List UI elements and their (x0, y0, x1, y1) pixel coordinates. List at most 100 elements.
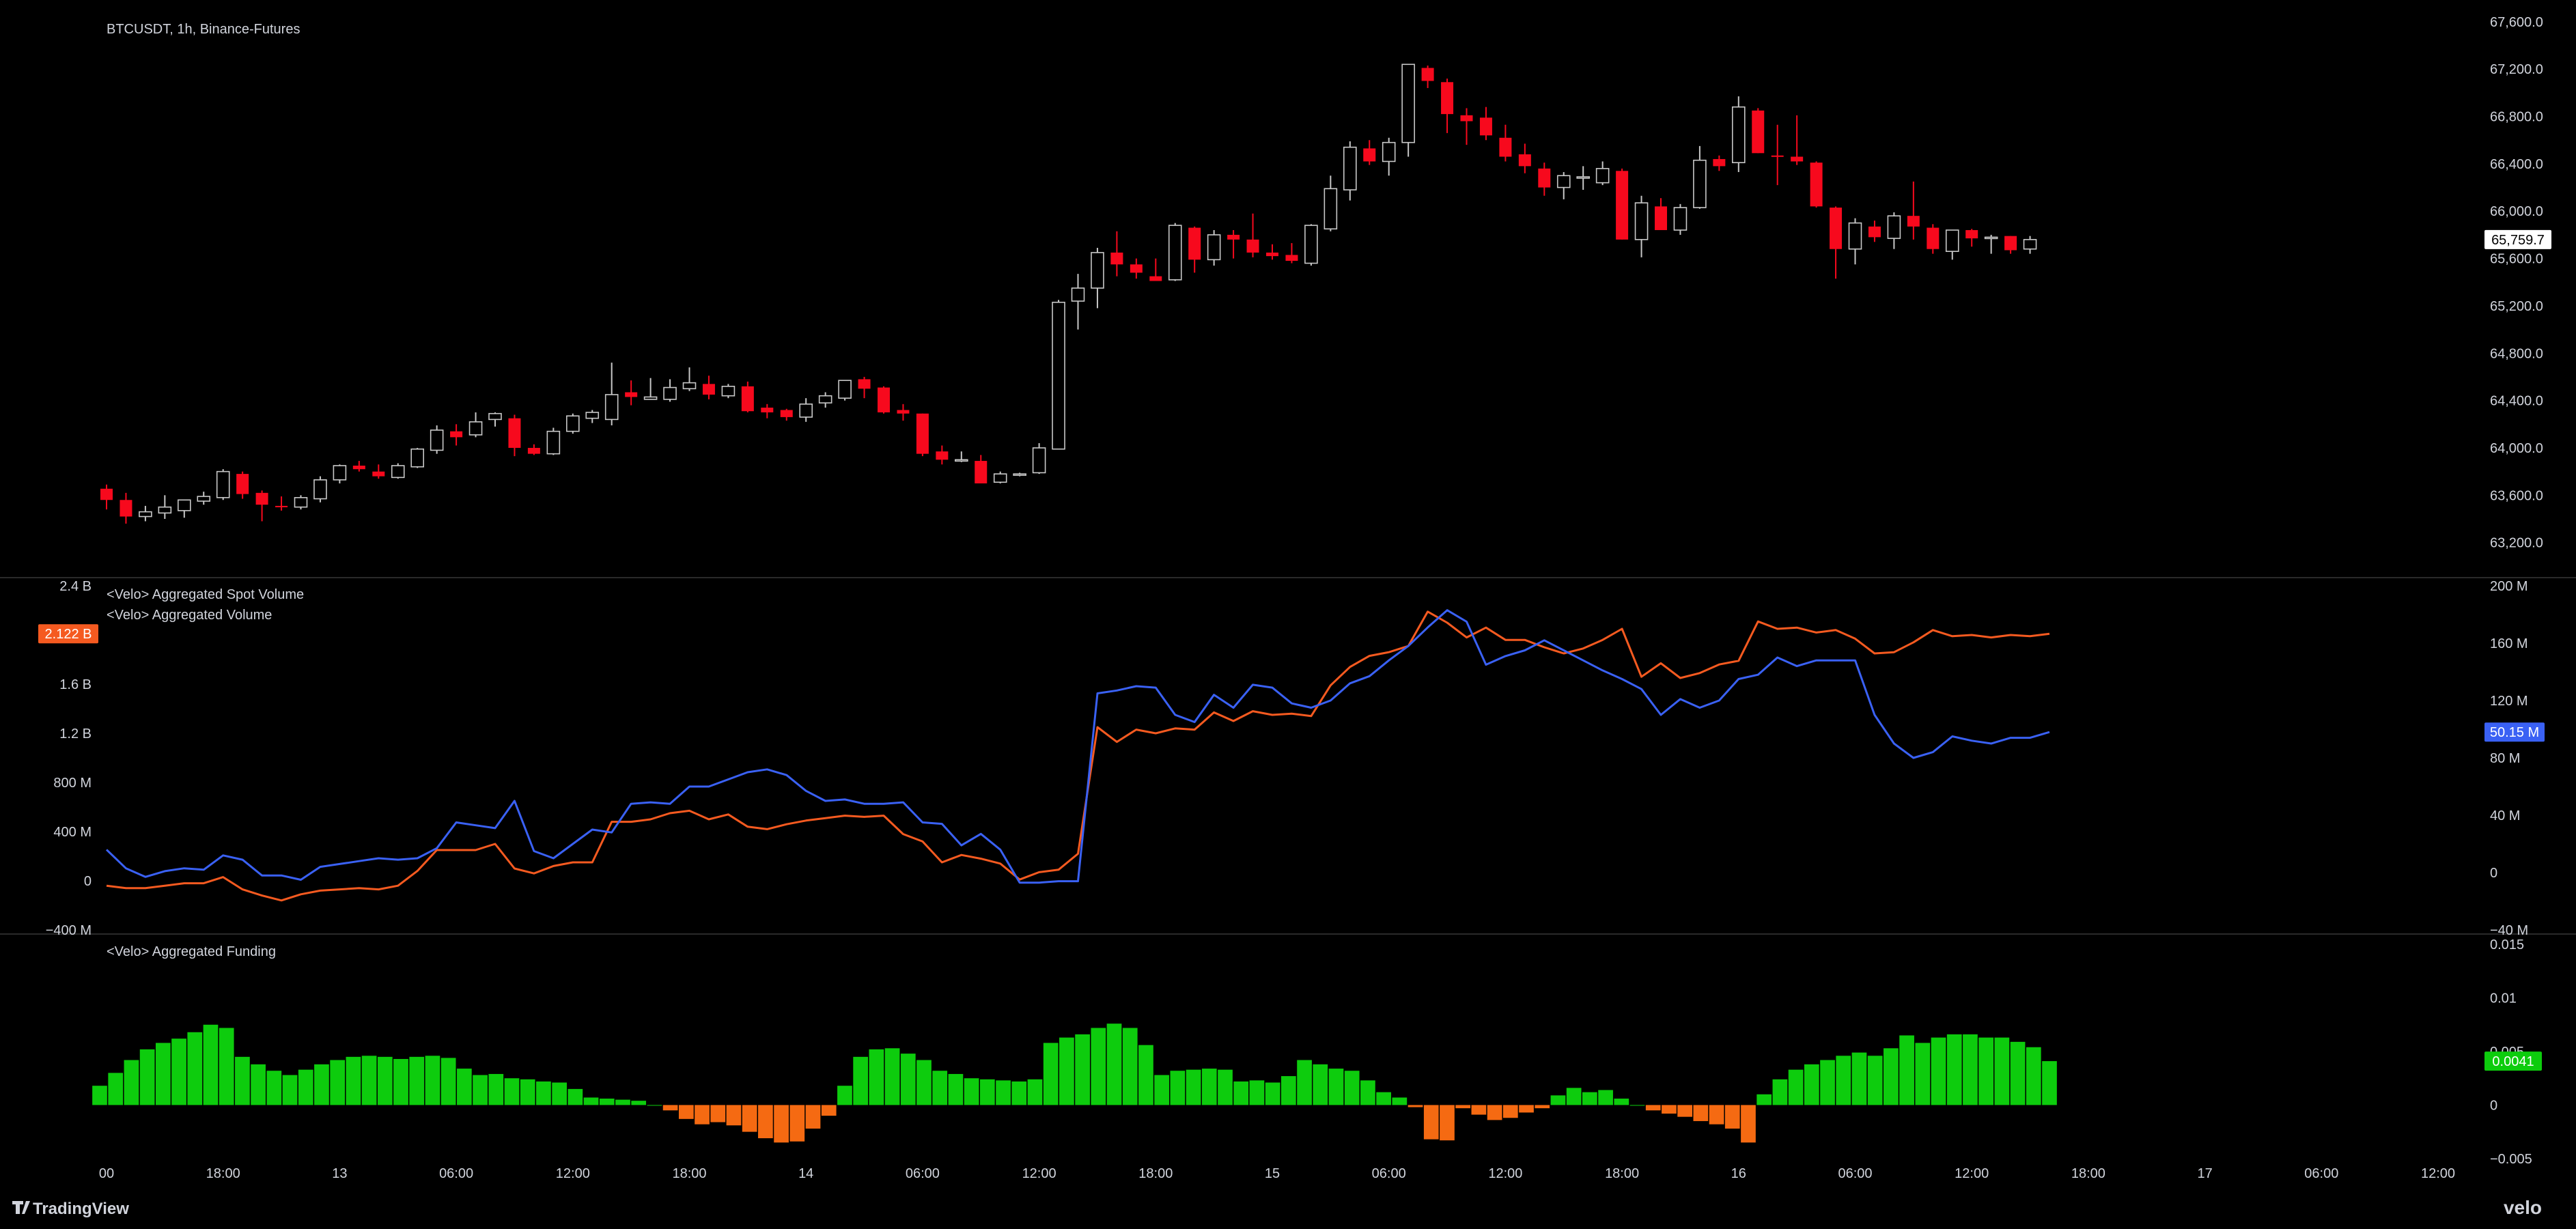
spot-volume-line (105, 609, 2050, 884)
funding-bar (774, 1105, 789, 1143)
time-axis-label: 18:00 (206, 1166, 240, 1181)
candle-body (1110, 252, 1123, 265)
time-axis-label: 06:00 (906, 1166, 940, 1181)
funding-bar (1963, 1034, 1978, 1105)
time-axis-label: 14 (798, 1166, 813, 1181)
funding-axis-label: 0 (2490, 1098, 2497, 1113)
candle-body (1791, 156, 1804, 162)
price-axis-label: 63,600.0 (2490, 488, 2543, 503)
funding-bar (203, 1024, 219, 1105)
price-axis-label: 67,200.0 (2490, 62, 2543, 77)
tradingview-logo-icon[interactable] (12, 1201, 30, 1214)
funding-bar (1693, 1105, 1709, 1121)
funding-badge (2484, 1051, 2542, 1071)
funding-bar (1582, 1092, 1597, 1105)
funding-bar (1186, 1069, 1201, 1105)
funding-bar (298, 1069, 313, 1105)
symbol-title[interactable]: BTCUSDT, 1h, Binance-Futures (107, 22, 300, 37)
funding-axis-label: −0.005 (2490, 1152, 2532, 1167)
funding-bar (520, 1079, 535, 1105)
candle-body (1576, 176, 1590, 179)
candle-body (1266, 252, 1278, 257)
candle-body (139, 511, 152, 518)
funding-bar (1011, 1081, 1027, 1105)
candle-body (294, 496, 308, 508)
funding-bar (916, 1060, 932, 1105)
funding-pane[interactable] (92, 1023, 2057, 1143)
candle-body (333, 465, 347, 481)
candle-body (1595, 168, 1610, 184)
funding-bar (1566, 1088, 1582, 1105)
volume-pane[interactable] (105, 609, 2050, 902)
candle-body (1071, 287, 1085, 302)
candle-body (625, 392, 638, 397)
funding-bar (996, 1080, 1011, 1105)
candle-body (993, 473, 1007, 483)
candle-body (255, 492, 268, 505)
candle-body (1732, 106, 1746, 163)
volume-right-axis-label: 80 M (2490, 751, 2520, 766)
candle-body (1518, 154, 1531, 167)
time-axis-label: 12:00 (1488, 1166, 1522, 1181)
time-axis-label: 00 (99, 1166, 114, 1181)
candle-body (565, 415, 580, 432)
funding-bar (361, 1056, 377, 1105)
price-axis-label: 66,400.0 (2490, 157, 2543, 172)
funding-bar (377, 1056, 393, 1105)
candle-body (236, 474, 249, 494)
candle-body (1052, 301, 1065, 450)
funding-bar (1709, 1105, 1724, 1125)
time-axis-label: 18:00 (672, 1166, 706, 1181)
candle-body (1441, 82, 1454, 115)
agg-volume-legend[interactable]: <Velo> Aggregated Volume (107, 608, 272, 623)
funding-bar (1756, 1094, 1772, 1105)
candle-body (352, 465, 365, 470)
time-axis-label: 06:00 (1372, 1166, 1406, 1181)
time-axis-label: 12:00 (556, 1166, 590, 1181)
candle-body (663, 386, 677, 400)
candle-body (313, 479, 327, 500)
spot-volume-legend[interactable]: <Velo> Aggregated Spot Volume (107, 587, 304, 602)
funding-bar (2026, 1047, 2041, 1105)
candle-body (1965, 229, 1978, 239)
funding-bar (251, 1064, 266, 1105)
candle-body (1149, 276, 1162, 281)
funding-axis-label: 0.01 (2490, 991, 2517, 1006)
funding-bar (1392, 1097, 1408, 1105)
price-pane[interactable] (100, 63, 2037, 524)
funding-bar (853, 1056, 869, 1105)
candle-body (1032, 447, 1046, 474)
funding-legend[interactable]: <Velo> Aggregated Funding (107, 944, 276, 959)
candle-body (643, 396, 658, 400)
funding-bar (1804, 1064, 1819, 1105)
price-axis-label: 63,200.0 (2490, 536, 2543, 551)
funding-bar (1772, 1079, 1788, 1105)
funding-badge-label: 0.0041 (2492, 1054, 2534, 1069)
candle-body (858, 379, 871, 389)
tradingview-brand[interactable]: TradingView (33, 1200, 129, 1218)
candle-body (1188, 227, 1201, 260)
funding-bar (1297, 1060, 1312, 1105)
agg-volume-badge-label: 2.122 B (45, 627, 92, 642)
funding-bar (662, 1105, 678, 1111)
funding-bar (1519, 1105, 1534, 1113)
candle-body (1343, 146, 1357, 190)
volume-left-axis-label: 1.6 B (59, 677, 92, 692)
time-axis-label: 16 (1731, 1166, 1746, 1181)
funding-bar (678, 1105, 694, 1119)
volume-left-axis-label: 400 M (53, 825, 92, 840)
candle-body (1538, 168, 1551, 188)
price-axis-label: 64,800.0 (2490, 346, 2543, 361)
funding-bar (1899, 1035, 1914, 1105)
time-axis-label: 06:00 (439, 1166, 473, 1181)
funding-bar (615, 1099, 630, 1105)
funding-bar (1122, 1028, 1138, 1105)
candle-body (1887, 215, 1901, 239)
funding-bar (1440, 1105, 1455, 1141)
candle-body (838, 380, 852, 399)
volume-right-axis-label: 200 M (2490, 579, 2528, 594)
volume-right-axis-label: 0 (2490, 866, 2497, 881)
funding-bar (1170, 1071, 1186, 1105)
velo-brand: velo (2504, 1197, 2542, 1218)
